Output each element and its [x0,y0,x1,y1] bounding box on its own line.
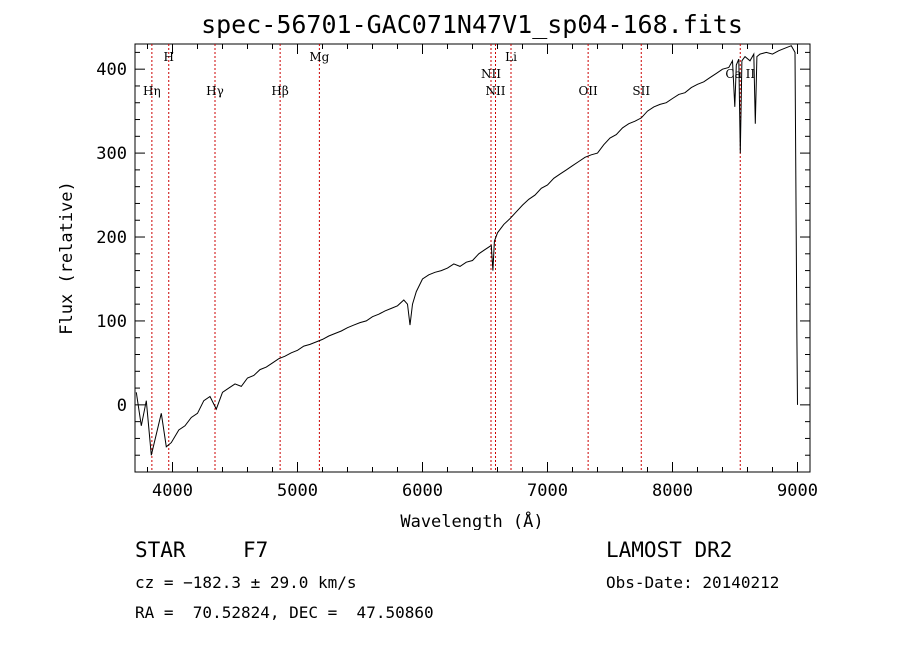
plot-frame [134,43,811,473]
observation-date: Obs-Date: 20140212 [606,573,780,592]
y-tick-label: 300 [96,144,127,164]
x-tick-label: 6000 [402,481,443,501]
y-tick-label: 200 [96,228,127,248]
spectral-line-label: H [164,50,174,64]
object-class: STAR [135,538,186,562]
spectral-line-label: NII [486,84,506,98]
y-axis-label: Flux (relative) [57,181,77,335]
object-subclass: F7 [243,538,269,562]
spectral-line-label: NII [481,67,501,81]
redshift-cz: cz = −182.3 ± 29.0 km/s [135,573,357,592]
spectrum-chart: spec-56701-GAC071N47V1_sp04-168.fits HηH… [57,10,818,530]
spectral-line-label: Hγ [206,84,224,98]
spectral-line-label: Mg [309,50,329,64]
y-axis-ticks: 0 100 200 300 400 [96,51,810,473]
x-axis-ticks: 4000 5000 6000 7000 8000 9000 [147,44,818,501]
y-tick-label: 100 [96,312,127,332]
spectrum-line [135,45,798,456]
y-tick-label: 0 [117,396,127,416]
x-tick-label: 5000 [277,481,318,501]
spectral-line-label: Li [505,50,517,64]
spectral-line-label: Hβ [271,84,288,98]
spectral-line-label: OII [578,84,598,98]
coordinates: RA = 70.52824, DEC = 47.50860 [135,603,434,622]
chart-title: spec-56701-GAC071N47V1_sp04-168.fits [201,10,743,39]
spectral-line-label: Ca II [725,67,755,81]
x-tick-label: 7000 [527,481,568,501]
spectral-line-label: SII [632,84,650,98]
spectral-line-label: Hη [143,84,161,98]
y-tick-label: 400 [96,60,127,80]
x-tick-label: 4000 [152,481,193,501]
spectral-line-labels-layer: Hη H Hγ Hβ Mg NII NII Li OII SII Ca II [143,50,755,98]
x-axis-label: Wavelength (Å) [400,510,543,530]
survey-name: LAMOST DR2 [606,538,733,562]
x-tick-label: 9000 [777,481,818,501]
spectral-lines-layer [151,44,741,472]
x-tick-label: 8000 [652,481,693,501]
